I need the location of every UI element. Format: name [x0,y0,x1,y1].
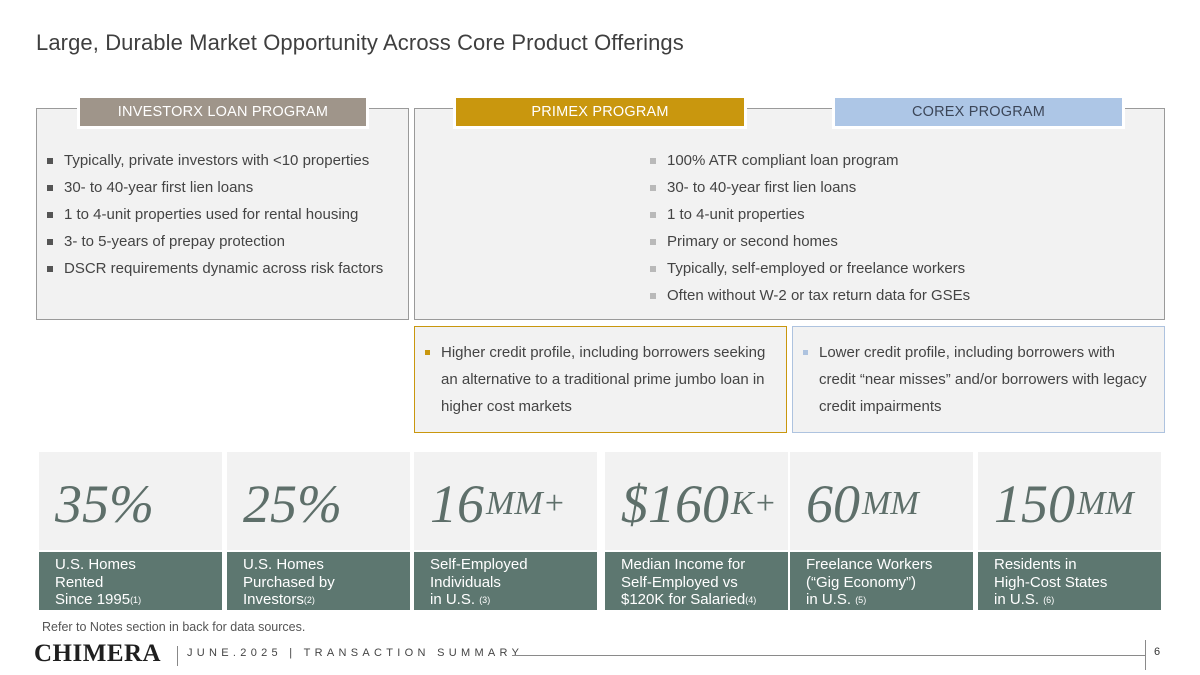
stat-suffix: MM [862,485,919,522]
footer-text: JUNE.2025 | TRANSACTION SUMMARY [187,647,524,659]
stat-suffix: MM [1077,485,1134,522]
footer-rule [512,655,1145,656]
list-item: 1 to 4-unit properties [649,201,970,228]
bullet-square-icon [803,350,808,355]
stat-number: 150 [994,474,1075,534]
stat-number: 60 [806,474,860,534]
primex-credit-box: Higher credit profile, including borrowe… [414,326,787,433]
stat-footnote-ref: (3) [479,595,491,605]
stat-footnote-ref: (4) [745,595,757,605]
stat-label-line: Self-Employed vs [621,573,738,591]
stat-label-line: Since 1995 [55,591,131,608]
list-item: Typically, private investors with <10 pr… [46,147,383,174]
stat-footnote-ref: (2) [303,595,315,605]
stat-card: 25% U.S. Homes Purchased by Investors(2) [227,452,410,610]
stat-label-line: (“Gig Economy”) [806,573,917,591]
list-item: DSCR requirements dynamic across risk fa… [46,255,383,282]
stat-footnote-ref: (6) [1043,595,1055,605]
stat-number: 35% [55,474,154,534]
footnote: Refer to Notes section in back for data … [42,620,306,634]
footer-divider [177,646,178,666]
footer-divider [1145,640,1146,670]
stat-label-line: in U.S. [806,591,856,608]
corex-tab: COREX PROGRAM [832,95,1125,129]
stat-card: 60 MM Freelance Workers (“Gig Economy”) in … [790,452,973,610]
stat-suffix: K+ [731,485,777,522]
stat-value: 35% [39,452,222,550]
stat-value: 16 MM+ [414,452,597,550]
primex-tab: PRIMEX PROGRAM [453,95,747,129]
bullet-square-icon [425,350,430,355]
stat-suffix: MM+ [486,485,566,522]
shared-bullet-list: 100% ATR compliant loan program 30- to 4… [649,147,970,309]
stat-footnote-ref: (1) [130,595,142,605]
stat-label-line: Freelance Workers [806,556,933,573]
stat-value: 150 MM [978,452,1161,550]
primex-credit-text: Higher credit profile, including borrowe… [441,344,766,415]
list-item: 3- to 5-years of prepay protection [46,228,383,255]
stat-label: Freelance Workers (“Gig Economy”) in U.S. … [790,552,973,610]
stat-label-line: Individuals [430,573,501,591]
stat-label-line: in U.S. [430,591,480,608]
stat-footnote-ref: (5) [855,595,867,605]
stat-value: $160 K+ [605,452,788,550]
list-item: Often without W-2 or tax return data for… [649,282,970,309]
stat-card: $160 K+ Median Income for Self-Employed vs… [605,452,788,610]
stat-label: Residents in High-Cost States in U.S. (6) [978,552,1161,610]
stat-label-line: Self-Employed [430,556,528,573]
chimera-logo: CHIMERA [34,640,162,667]
list-item: Primary or second homes [649,228,970,255]
stat-card: 16 MM+ Self-Employed Individuals in U.S. (3… [414,452,597,610]
stat-label-line: U.S. Homes [55,556,136,573]
stat-value: 60 MM [790,452,973,550]
stat-label-line: Purchased by [243,573,335,591]
investorx-bullet-list: Typically, private investors with <10 pr… [46,147,383,282]
stat-label-line: Investors [243,591,304,608]
list-item: 30- to 40-year first lien loans [46,174,383,201]
stat-label: U.S. Homes Purchased by Investors(2) [227,552,410,610]
list-item: 30- to 40-year first lien loans [649,174,970,201]
stat-label-line: Rented [55,573,104,591]
stat-label: Median Income for Self-Employed vs $120K f… [605,552,788,610]
stat-label: U.S. Homes Rented Since 1995(1) [39,552,222,610]
investorx-panel [36,108,409,320]
page-title: Large, Durable Market Opportunity Across… [36,30,684,55]
corex-credit-box: Lower credit profile, including borrower… [792,326,1165,433]
stat-label: Self-Employed Individuals in U.S. (3) [414,552,597,610]
primex-corex-panel [414,108,1165,320]
investorx-tab: INVESTORX LOAN PROGRAM [77,95,369,129]
stat-label-line: Median Income for [621,556,746,573]
page-number: 6 [1154,646,1161,658]
list-item: 100% ATR compliant loan program [649,147,970,174]
stat-value: 25% [227,452,410,550]
stat-label-line: U.S. Homes [243,556,324,573]
stat-card: 150 MM Residents in High-Cost States in U.S… [978,452,1161,610]
stat-label-line: $120K for Salaried [621,591,746,608]
list-item: 1 to 4-unit properties used for rental h… [46,201,383,228]
stat-number: $160 [621,474,729,534]
stat-number: 16 [430,474,484,534]
stat-number: 25% [243,474,342,534]
stat-label-line: in U.S. [994,591,1044,608]
corex-credit-text: Lower credit profile, including borrower… [819,344,1147,415]
list-item: Typically, self-employed or freelance wo… [649,255,970,282]
stat-label-line: Residents in [994,556,1077,573]
stat-label-line: High-Cost States [994,573,1108,591]
stat-card: 35% U.S. Homes Rented Since 1995(1) [39,452,222,610]
